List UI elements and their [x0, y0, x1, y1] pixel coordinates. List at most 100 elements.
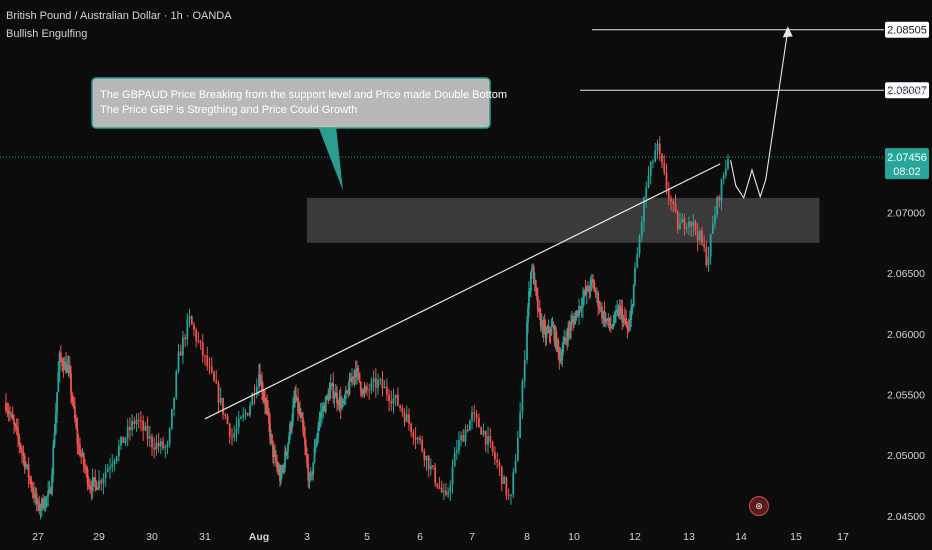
candle-body-356 — [569, 328, 571, 330]
candle-body-192 — [306, 454, 308, 464]
candle-body-372 — [588, 291, 591, 293]
candle-body-46 — [65, 362, 67, 373]
candle-body-418 — [656, 143, 659, 151]
candle-body-222 — [343, 398, 346, 401]
candle-body-108 — [177, 351, 180, 372]
candle-body-75 — [104, 471, 107, 479]
candle-body-339 — [552, 325, 555, 327]
candle-body-246 — [379, 379, 382, 381]
candle-body-231 — [354, 370, 357, 378]
candle-body-3 — [9, 413, 11, 415]
candle-body-13 — [22, 452, 25, 456]
candle-body-45 — [63, 362, 66, 371]
candle-body-261 — [412, 432, 415, 438]
candle-body-22 — [34, 493, 37, 499]
candle-body-184 — [298, 409, 300, 412]
candle-body-447 — [720, 179, 723, 201]
candle-body-35 — [51, 474, 53, 494]
candle-body-324 — [537, 309, 540, 311]
candle-body-206 — [323, 405, 326, 412]
candle-body-295 — [487, 436, 489, 445]
candle-body-220 — [341, 403, 343, 409]
candle-body-381 — [599, 306, 602, 309]
candle-body-241 — [368, 389, 371, 391]
candle-body-330 — [543, 323, 546, 327]
candle-body-259 — [408, 414, 410, 424]
candle-body-151 — [265, 403, 267, 405]
tradingview-logo-icon[interactable]: ⊛ — [749, 496, 769, 516]
projection-path — [730, 26, 793, 200]
candle-body-77 — [109, 466, 111, 469]
candle-body-148 — [262, 391, 264, 396]
candle-body-194 — [308, 475, 311, 481]
candle-body-358 — [571, 320, 573, 323]
candle-body-187 — [301, 415, 303, 418]
time-axis[interactable]: 27 29 30 31 Aug 3 5 6 7 8 10 12 13 14 15 17 — [32, 531, 849, 543]
candle-body-171 — [285, 451, 287, 455]
candle-body-275 — [442, 490, 445, 493]
candle-body-435 — [694, 221, 697, 232]
zone-rect — [307, 197, 820, 243]
candle-body-397 — [620, 306, 622, 309]
time-tick-2: 30 — [146, 531, 158, 543]
symbol-title[interactable]: British Pound / Australian Dollar · 1h ·… — [6, 10, 232, 22]
candle-body-260 — [410, 423, 413, 433]
candle-body-159 — [273, 452, 275, 457]
candle-body-327 — [540, 320, 543, 327]
candle-body-38 — [54, 412, 57, 434]
candle-body-414 — [647, 175, 650, 188]
candle-body-441 — [707, 256, 710, 266]
candle-body-352 — [565, 338, 568, 340]
candle-body-433 — [690, 221, 693, 227]
candle-body-63 — [86, 469, 89, 485]
candle-body-257 — [403, 412, 406, 422]
candle-body-114 — [190, 316, 193, 325]
candle-body-117 — [197, 340, 200, 342]
candle-body-68 — [93, 477, 95, 479]
candle-body-304 — [507, 495, 510, 497]
candle-body-415 — [649, 161, 652, 176]
candle-body-305 — [510, 494, 512, 496]
candle-body-57 — [79, 444, 81, 456]
candle-body-350 — [563, 337, 566, 344]
candle-body-239 — [364, 386, 367, 391]
candle-body-284 — [462, 435, 465, 442]
candle-body-17 — [27, 464, 30, 478]
candle-body-247 — [381, 379, 384, 389]
candle-body-50 — [70, 373, 72, 395]
candle-body-296 — [489, 436, 492, 442]
candle-body-118 — [199, 340, 202, 343]
candle-body-86 — [129, 426, 131, 431]
candle-body-380 — [598, 306, 601, 309]
candle-body-32 — [47, 490, 50, 497]
candle-body-278 — [449, 484, 452, 493]
candle-body-359 — [572, 320, 574, 322]
candle-body-276 — [445, 490, 447, 495]
candle-body-410 — [638, 236, 641, 255]
candle-body-49 — [68, 364, 71, 374]
candle-body-277 — [447, 492, 450, 495]
candle-body-47 — [66, 365, 69, 373]
candle-body-208 — [326, 396, 328, 398]
candle-body-71 — [96, 488, 99, 490]
candle-body-177 — [291, 420, 293, 429]
candle-body-309 — [519, 412, 522, 439]
candle-body-331 — [544, 326, 547, 339]
candle-body-355 — [568, 327, 571, 329]
candle-body-248 — [383, 386, 386, 389]
candle-body-66 — [90, 489, 93, 492]
candle-body-193 — [307, 463, 310, 481]
candle-body-132 — [231, 436, 233, 438]
candle-body-36 — [52, 445, 55, 475]
candle-body-169 — [283, 466, 285, 468]
candle-body-39 — [56, 392, 58, 413]
candle-body-175 — [289, 424, 291, 437]
time-tick-8: 7 — [469, 531, 475, 543]
candle-body-96 — [151, 436, 153, 448]
candle-body-199 — [314, 445, 317, 449]
candle-body-52 — [72, 402, 75, 406]
candle-body-83 — [122, 436, 125, 444]
candle-body-93 — [144, 426, 147, 431]
candle-body-111 — [184, 337, 187, 340]
